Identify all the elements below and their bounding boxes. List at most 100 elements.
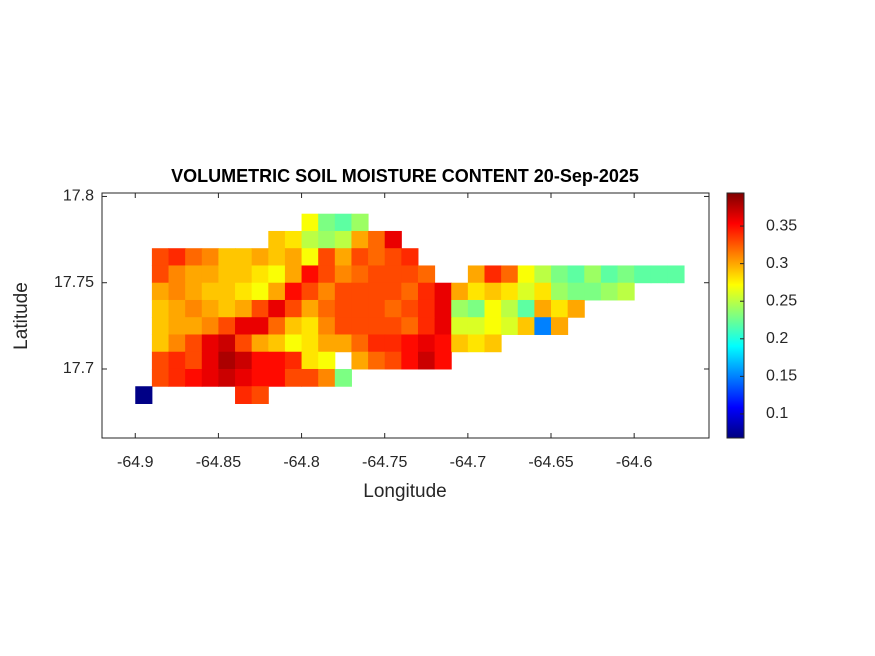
heatmap-cell — [201, 282, 219, 301]
heatmap-cell — [484, 299, 502, 318]
heatmap-cell — [201, 351, 219, 370]
y-tick-label: 17.75 — [54, 274, 94, 291]
heatmap-cell — [301, 213, 319, 232]
heatmap-cell — [417, 334, 436, 353]
heatmap-cell — [567, 299, 585, 318]
heatmap-cell — [301, 351, 319, 370]
heatmap-cell — [334, 317, 352, 335]
heatmap-cell — [667, 265, 685, 284]
heatmap-cell — [451, 334, 469, 353]
x-tick-label: -64.85 — [196, 454, 241, 471]
heatmap-cell — [467, 334, 485, 353]
heatmap-cell — [135, 386, 153, 404]
heatmap-cell — [251, 317, 269, 335]
heatmap-cell — [417, 351, 436, 370]
heatmap-cell — [185, 368, 203, 387]
heatmap-cell — [634, 265, 652, 284]
heatmap-cell — [235, 386, 253, 404]
heatmap-cell — [185, 299, 203, 318]
colorbar-tick-label: 0.35 — [766, 217, 797, 234]
y-tick-label: 17.7 — [63, 360, 94, 377]
heatmap-cell — [168, 351, 186, 370]
heatmap-cell — [401, 334, 419, 353]
heatmap-cell — [201, 265, 219, 284]
heatmap-cell — [384, 282, 402, 301]
heatmap-cell — [517, 282, 535, 301]
heatmap-cell — [334, 213, 352, 232]
heatmap-cell — [451, 299, 469, 318]
heatmap-cell — [218, 282, 236, 301]
heatmap-cell — [384, 317, 402, 335]
heatmap-cell — [235, 282, 253, 301]
heatmap-cell — [251, 386, 269, 404]
colorbar-tick-label: 0.1 — [766, 405, 788, 422]
heatmap-cell — [151, 299, 170, 318]
x-tick-label: -64.65 — [528, 454, 573, 471]
heatmap-cell — [334, 230, 352, 249]
heatmap-cell — [235, 265, 253, 284]
heatmap-cell — [268, 299, 286, 318]
colorbar — [726, 192, 745, 439]
heatmap-cell — [351, 282, 369, 301]
heatmap-cell — [201, 299, 219, 318]
heatmap-cell — [617, 265, 635, 284]
heatmap-cell — [351, 230, 369, 249]
heatmap-cell — [467, 282, 485, 301]
heatmap-cell — [185, 265, 203, 284]
heatmap-cell — [434, 334, 452, 353]
heatmap-cell — [318, 230, 336, 249]
heatmap-cell — [368, 299, 386, 318]
heatmap-cell — [401, 265, 419, 284]
heatmap-cell — [384, 230, 402, 249]
heatmap-cell — [334, 334, 352, 353]
heatmap-cell — [301, 265, 319, 284]
heatmap-cell — [567, 282, 585, 301]
heatmap-cell — [417, 317, 436, 335]
heatmap-cell — [235, 248, 253, 266]
heatmap-cell — [201, 334, 219, 353]
heatmap-cell — [268, 368, 286, 387]
x-tick-label: -64.8 — [283, 454, 320, 471]
heatmap-cell — [168, 265, 186, 284]
heatmap-cell — [301, 334, 319, 353]
heatmap-cell — [185, 248, 203, 266]
heatmap-cell — [451, 282, 469, 301]
heatmap-cell — [351, 317, 369, 335]
heatmap-cell — [584, 265, 602, 284]
heatmap-cell — [351, 265, 369, 284]
heatmap-cell — [501, 282, 519, 301]
heatmap-cell — [318, 334, 336, 353]
heatmap-cell — [268, 248, 286, 266]
heatmap-cell — [251, 368, 269, 387]
heatmap-cell — [467, 317, 485, 335]
heatmap-cell — [401, 282, 419, 301]
heatmap-cell — [251, 248, 269, 266]
heatmap-cell — [235, 368, 253, 387]
heatmap-cell — [318, 317, 336, 335]
heatmap-cell — [235, 317, 253, 335]
y-axis-label: Latitude — [11, 282, 32, 350]
heatmap-cell — [284, 317, 303, 335]
heatmap-cell — [650, 265, 668, 284]
heatmap-cell — [484, 317, 502, 335]
heatmap-cell — [368, 282, 386, 301]
heatmap-cell — [201, 248, 219, 266]
heatmap-cell — [334, 368, 352, 387]
heatmap-cell — [401, 248, 419, 266]
heatmap-cell — [534, 299, 552, 318]
heatmap-cell — [484, 334, 502, 353]
heatmap-cell — [301, 317, 319, 335]
heatmap-cell — [318, 248, 336, 266]
heatmap-cell — [168, 317, 186, 335]
heatmap-cell — [151, 317, 170, 335]
heatmap-cell — [168, 248, 186, 266]
heatmap-cell — [600, 282, 619, 301]
heatmap-cell — [467, 299, 485, 318]
heatmap-cell — [268, 351, 286, 370]
heatmap-cell — [218, 299, 236, 318]
heatmap-cell — [168, 299, 186, 318]
heatmap-cell — [600, 265, 619, 284]
heatmap-cell — [384, 334, 402, 353]
heatmap-cell — [434, 317, 452, 335]
